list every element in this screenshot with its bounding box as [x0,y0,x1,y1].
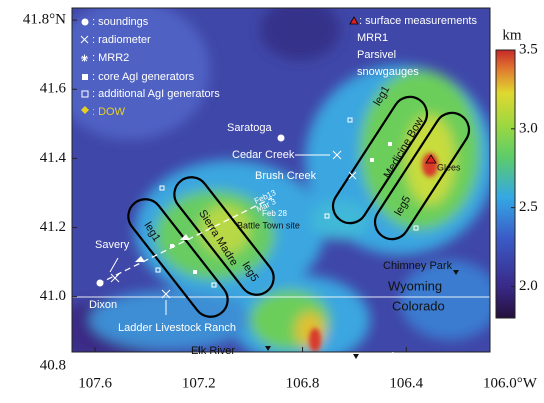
legend-label: : MRR2 [92,52,129,64]
legend-label: Parsivel [357,49,396,61]
legend-label: : radiometer [92,34,151,46]
place-label: Chimney Park [383,260,453,272]
lat-tick-label: 41.2 [40,219,66,235]
lon-tick-label: 106.0°W [483,375,538,391]
place-label: Saratoga [227,122,273,134]
place-label: Glees [437,162,461,172]
colorbar-tick-label: 2.5 [519,199,538,215]
legend-label: MRR1 [357,32,388,44]
place-label: Elk River [191,345,235,357]
legend-label: : core AgI generators [92,71,195,83]
map-figure: : soundings : radiometer : MRR2 : core A… [0,0,544,398]
place-label: Battle Town site [237,220,300,230]
place-label: Brush Creek [255,170,317,182]
lon-tick-label: 106.8 [286,375,320,391]
place-label: Savery [95,239,130,251]
colorbar-tick-label: 3.5 [519,41,538,57]
lon-tick-label: 107.6 [78,375,112,391]
lat-tick-label: 40.8 [40,357,66,373]
lon-tick-label: 107.2 [182,375,216,391]
legend-label: :control snowgauges [358,351,459,363]
lon-tick-label: 106.4 [389,375,423,391]
legend-label: : soundings [92,16,149,28]
lat-tick-label: 41.4 [40,150,67,166]
state-label: Wyoming [388,278,442,293]
colorbar-tick-label: 2.0 [519,278,538,294]
place-label: Cedar Creek [232,149,295,161]
colorbar-tick-label: 3.0 [519,120,538,136]
lat-tick-label: 41.8°N [23,12,66,28]
lat-tick-label: 41.6 [40,81,67,97]
legend-label: : additional AgI generators [92,88,220,100]
state-label: Colorado [392,298,445,313]
lat-tick-label: 41.0 [40,288,66,304]
legend-label: : surface measurements [359,15,477,27]
legend-label: snowgauges [357,66,419,78]
legend-label: : DOW [92,106,126,118]
place-label: Ladder Livestock Ranch [118,322,236,334]
date-label: Feb 28 [262,209,287,218]
colorbar [496,50,515,318]
place-label: Dixon [89,299,117,311]
